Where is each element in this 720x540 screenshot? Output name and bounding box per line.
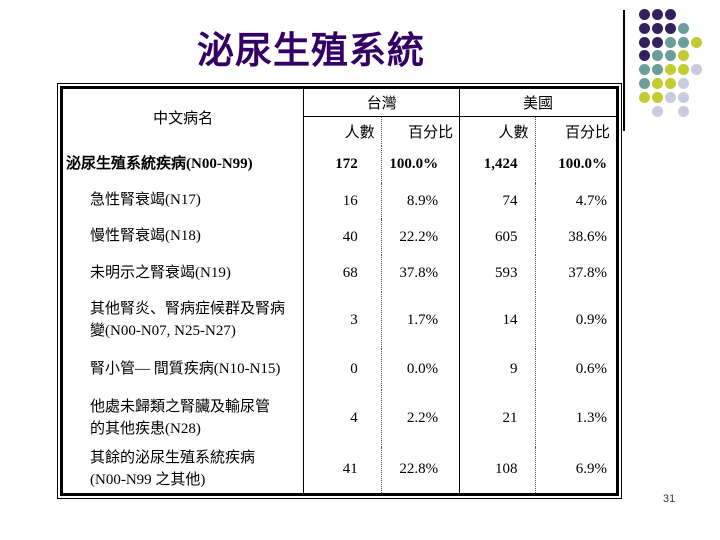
dot (678, 50, 689, 62)
subheader-taiwan-percent: 百分比 (380, 116, 460, 146)
taiwan-count-cell: 41 (303, 447, 382, 494)
dot (639, 36, 650, 48)
dot (665, 50, 676, 62)
usa-percent-cell: 37.8% (534, 255, 618, 292)
usa-percent-cell: 6.9% (534, 447, 618, 494)
dot (665, 91, 676, 103)
taiwan-count-cell: 0 (303, 349, 382, 390)
table-row: 急性腎衰竭(N17) 16 8.9% 74 4.7% (62, 183, 618, 219)
usa-count-cell: 108 (459, 447, 535, 494)
disease-name-cell: 其餘的泌尿生殖系統疾病 (N00-N99 之其他) (90, 450, 256, 488)
vertical-rule-decoration (623, 10, 625, 131)
usa-count-cell: 605 (459, 219, 535, 255)
disease-name-cell: 慢性腎衰竭(N18) (90, 228, 201, 245)
table-row: 他處未歸類之腎臟及輸尿管 的其他疾患(N28) 4 2.2% 21 1.3% (62, 390, 618, 447)
dot (652, 9, 663, 20)
usa-percent-cell: 0.6% (534, 349, 618, 390)
usa-percent-cell: 4.7% (534, 183, 618, 219)
table-row: 泌尿生殖系統疾病(N00-N99) 172 100.0% 1,424 100.0% (62, 146, 618, 183)
dot (652, 105, 663, 117)
taiwan-count-cell: 68 (303, 255, 382, 292)
dot (678, 22, 689, 34)
dot (639, 9, 650, 20)
usa-count-cell: 14 (459, 292, 535, 349)
usa-percent-cell: 100.0% (534, 146, 618, 183)
dot (665, 36, 676, 48)
dot (639, 50, 650, 62)
usa-count-cell: 9 (459, 349, 535, 390)
dot (691, 64, 702, 76)
column-header-disease-name: 中文病名 (153, 111, 214, 127)
dot (652, 22, 663, 34)
usa-count-cell: 74 (459, 183, 535, 219)
table-row: 慢性腎衰竭(N18) 40 22.2% 605 38.6% (62, 219, 618, 255)
dot (665, 22, 676, 34)
dot (639, 64, 650, 76)
disease-name-cell: 未明示之腎衰竭(N19) (90, 264, 231, 281)
table-body: 泌尿生殖系統疾病(N00-N99) 172 100.0% 1,424 100.0% 急性腎… (62, 146, 618, 494)
disease-name-cell: 他處未歸類之腎臟及輸尿管 的其他疾患(N28) (90, 398, 271, 437)
dots-decoration (639, 9, 704, 119)
dot (639, 91, 650, 103)
dot (652, 64, 663, 76)
taiwan-percent-cell: 22.2% (380, 219, 460, 255)
statistics-table-frame: 中文病名 台灣 美國 人數 百分比 人數 百分比 泌尿生殖系統疾病(N00-N9… (57, 83, 622, 499)
taiwan-count-cell: 172 (303, 146, 382, 183)
table-row: 未明示之腎衰竭(N19) 68 37.8% 593 37.8% (62, 255, 618, 292)
taiwan-percent-cell: 100.0% (380, 146, 460, 183)
taiwan-count-cell: 4 (303, 390, 382, 447)
dot (678, 91, 689, 103)
taiwan-percent-cell: 1.7% (380, 292, 460, 349)
dot (678, 105, 689, 117)
subheader-usa-percent: 百分比 (534, 116, 618, 146)
dot (691, 36, 702, 48)
dot (665, 64, 676, 76)
usa-percent-cell: 1.3% (534, 390, 618, 447)
dot (665, 77, 676, 89)
usa-percent-cell: 38.6% (534, 219, 618, 255)
disease-statistics-table: 中文病名 台灣 美國 人數 百分比 人數 百分比 泌尿生殖系統疾病(N00-N9… (60, 86, 619, 496)
taiwan-percent-cell: 22.8% (380, 447, 460, 494)
dot (652, 77, 663, 89)
taiwan-percent-cell: 8.9% (380, 183, 460, 219)
dot (652, 91, 663, 103)
disease-name-cell: 其他腎炎、腎病症候群及腎病 變(N00-N07, N25-N27) (90, 300, 286, 339)
table-header: 中文病名 台灣 美國 人數 百分比 人數 百分比 (62, 87, 618, 146)
usa-count-cell: 593 (459, 255, 535, 292)
taiwan-count-cell: 3 (303, 292, 382, 349)
dot (678, 77, 689, 89)
subheader-taiwan-count: 人數 (303, 116, 382, 146)
page-title: 泌尿生殖系統 (197, 31, 425, 72)
table-row: 腎小管— 間質疾病(N10-N15) 0 0.0% 9 0.6% (62, 349, 618, 390)
table-row: 其餘的泌尿生殖系統疾病 (N00-N99 之其他) 41 22.8% 108 6.9% (62, 447, 618, 494)
taiwan-percent-cell: 0.0% (380, 349, 460, 390)
disease-name-cell: 急性腎衰竭(N17) (90, 192, 201, 209)
usa-percent-cell: 0.9% (534, 292, 618, 349)
dot (678, 36, 689, 48)
taiwan-count-cell: 40 (303, 219, 382, 255)
usa-count-cell: 1,424 (459, 146, 535, 183)
taiwan-percent-cell: 2.2% (380, 390, 460, 447)
usa-count-cell: 21 (459, 390, 535, 447)
group-header-taiwan: 台灣 (303, 87, 460, 117)
dot (639, 77, 650, 89)
group-header-usa: 美國 (459, 87, 618, 117)
dot (639, 22, 650, 34)
taiwan-percent-cell: 37.8% (380, 255, 460, 292)
taiwan-count-cell: 16 (303, 183, 382, 219)
table-row: 其他腎炎、腎病症候群及腎病 變(N00-N07, N25-N27) 3 1.7% 14… (62, 292, 618, 349)
dot (652, 50, 663, 62)
page-number: 31 (663, 493, 676, 505)
dot (652, 36, 663, 48)
subheader-usa-count: 人數 (459, 116, 535, 146)
dot (678, 64, 689, 76)
disease-name-cell: 泌尿生殖系統疾病(N00-N99) (66, 155, 253, 172)
disease-name-cell: 腎小管— 間質疾病(N10-N15) (90, 360, 281, 377)
dot (665, 9, 676, 20)
